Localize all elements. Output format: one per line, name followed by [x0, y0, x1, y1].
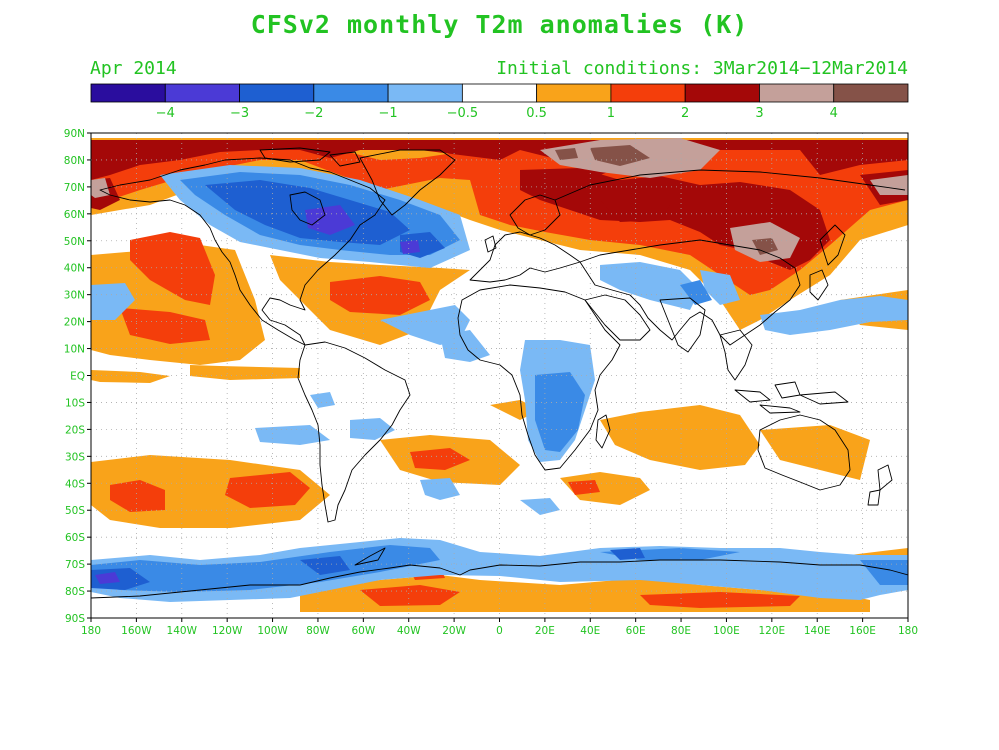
colorbar-label: 3 [755, 106, 763, 121]
lon-label: 180 [898, 625, 918, 637]
lon-label: 160E [849, 625, 876, 637]
lon-label: 80E [671, 625, 691, 637]
lat-label: 80N [64, 155, 85, 167]
colorbar-swatch [313, 83, 389, 103]
lon-label: 60E [626, 625, 646, 637]
lat-label: 80S [65, 586, 85, 598]
warm-anomaly-brown [555, 145, 778, 255]
lon-label: 20E [535, 625, 555, 637]
colorbar-swatch [461, 83, 538, 103]
lat-label: 70N [64, 182, 85, 194]
lon-label: 20W [442, 625, 466, 637]
colorbar-label: −3 [230, 106, 249, 121]
colorbar-swatch [610, 83, 686, 103]
colorbar-swatch [833, 83, 909, 103]
map-area [91, 133, 908, 618]
coastlines [91, 147, 908, 599]
lon-label: 180 [81, 625, 101, 637]
lat-label: 50S [65, 505, 85, 517]
lat-label: 60S [65, 532, 85, 544]
lon-label: 0 [496, 625, 503, 637]
warm-anomaly-red [91, 140, 908, 608]
colorbar-label: −2 [304, 106, 323, 121]
lon-label: 40W [397, 625, 421, 637]
lat-label: 90N [64, 128, 85, 140]
colorbar-label: −0.5 [447, 106, 479, 121]
forecast-month: Apr 2014 [90, 58, 177, 79]
colorbar-swatch [684, 83, 760, 103]
colorbar-label: 1 [607, 106, 615, 121]
lat-label: 10S [65, 397, 85, 409]
colorbar-swatch [387, 83, 463, 103]
colorbar-swatch [90, 83, 166, 103]
lat-label: 40N [64, 263, 85, 275]
colorbar-swatch [536, 83, 612, 103]
colorbar-label: 2 [681, 106, 689, 121]
lon-label: 160W [121, 625, 152, 637]
colorbar-swatch [164, 83, 240, 103]
lon-label: 100W [257, 625, 288, 637]
lat-label: 30S [65, 451, 85, 463]
cold-anomaly-purple [95, 205, 420, 584]
colorbar-label: −1 [379, 106, 398, 121]
lat-label: 40S [65, 478, 85, 490]
lat-label: 60N [64, 209, 85, 221]
lon-label: 100E [713, 625, 740, 637]
colorbar-swatch [239, 83, 315, 103]
lon-label: 80W [306, 625, 330, 637]
colorbar-label: 0.5 [526, 106, 547, 121]
lat-label: EQ [70, 371, 85, 383]
lat-label: 20S [65, 424, 85, 436]
lat-label: 30N [64, 290, 85, 302]
lon-label: 40E [580, 625, 600, 637]
colorbar: −4 −3 −2 −1 −0.5 0.5 1 2 3 4 [90, 83, 909, 121]
lat-label: 50N [64, 236, 85, 248]
colorbar-label: −4 [156, 106, 175, 121]
lat-label: 70S [65, 559, 85, 571]
lat-lon-grid [91, 133, 908, 618]
longitude-axis: 180 160W 140W 120W 100W 80W 60W 40W 20W 0 20E 40E 60… [81, 618, 918, 637]
lon-label: 140W [167, 625, 198, 637]
lon-label: 60W [351, 625, 375, 637]
lon-label: 120E [758, 625, 785, 637]
lat-label: 20N [64, 317, 85, 329]
chart-title: CFSv2 monthly T2m anomalies (K) [250, 10, 749, 39]
colorbar-label: 4 [830, 106, 838, 121]
lat-label: 90S [65, 613, 85, 625]
latitude-axis: 90N 80N 70N 60N 50N 40N 30N 20N 10N EQ 10S 20S 30S 40… [64, 128, 91, 625]
initial-conditions: Initial conditions: 3Mar2014−12Mar2014 [496, 58, 908, 79]
lon-label: 140E [804, 625, 831, 637]
colorbar-swatch [759, 83, 835, 103]
lat-label: 10N [64, 344, 85, 356]
lon-label: 120W [212, 625, 243, 637]
